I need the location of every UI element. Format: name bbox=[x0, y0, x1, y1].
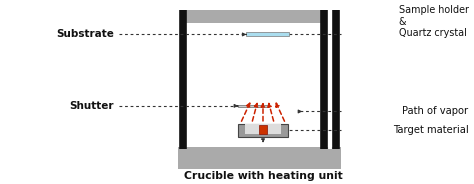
Bar bbox=[259, 125, 267, 134]
Text: Shutter: Shutter bbox=[70, 101, 114, 111]
Bar bbox=[178, 147, 341, 169]
Text: Crucible with heating unit: Crucible with heating unit bbox=[183, 171, 342, 181]
Bar bbox=[238, 124, 288, 137]
Text: Sample holder
&
Quartz crystal: Sample holder & Quartz crystal bbox=[399, 5, 469, 38]
Bar bbox=[182, 10, 324, 23]
Bar bbox=[245, 124, 281, 134]
Text: Path of vapor: Path of vapor bbox=[402, 107, 469, 116]
Text: Substrate: Substrate bbox=[56, 29, 114, 39]
Bar bbox=[238, 105, 269, 107]
Text: Target material: Target material bbox=[393, 125, 469, 135]
Bar bbox=[246, 32, 289, 36]
